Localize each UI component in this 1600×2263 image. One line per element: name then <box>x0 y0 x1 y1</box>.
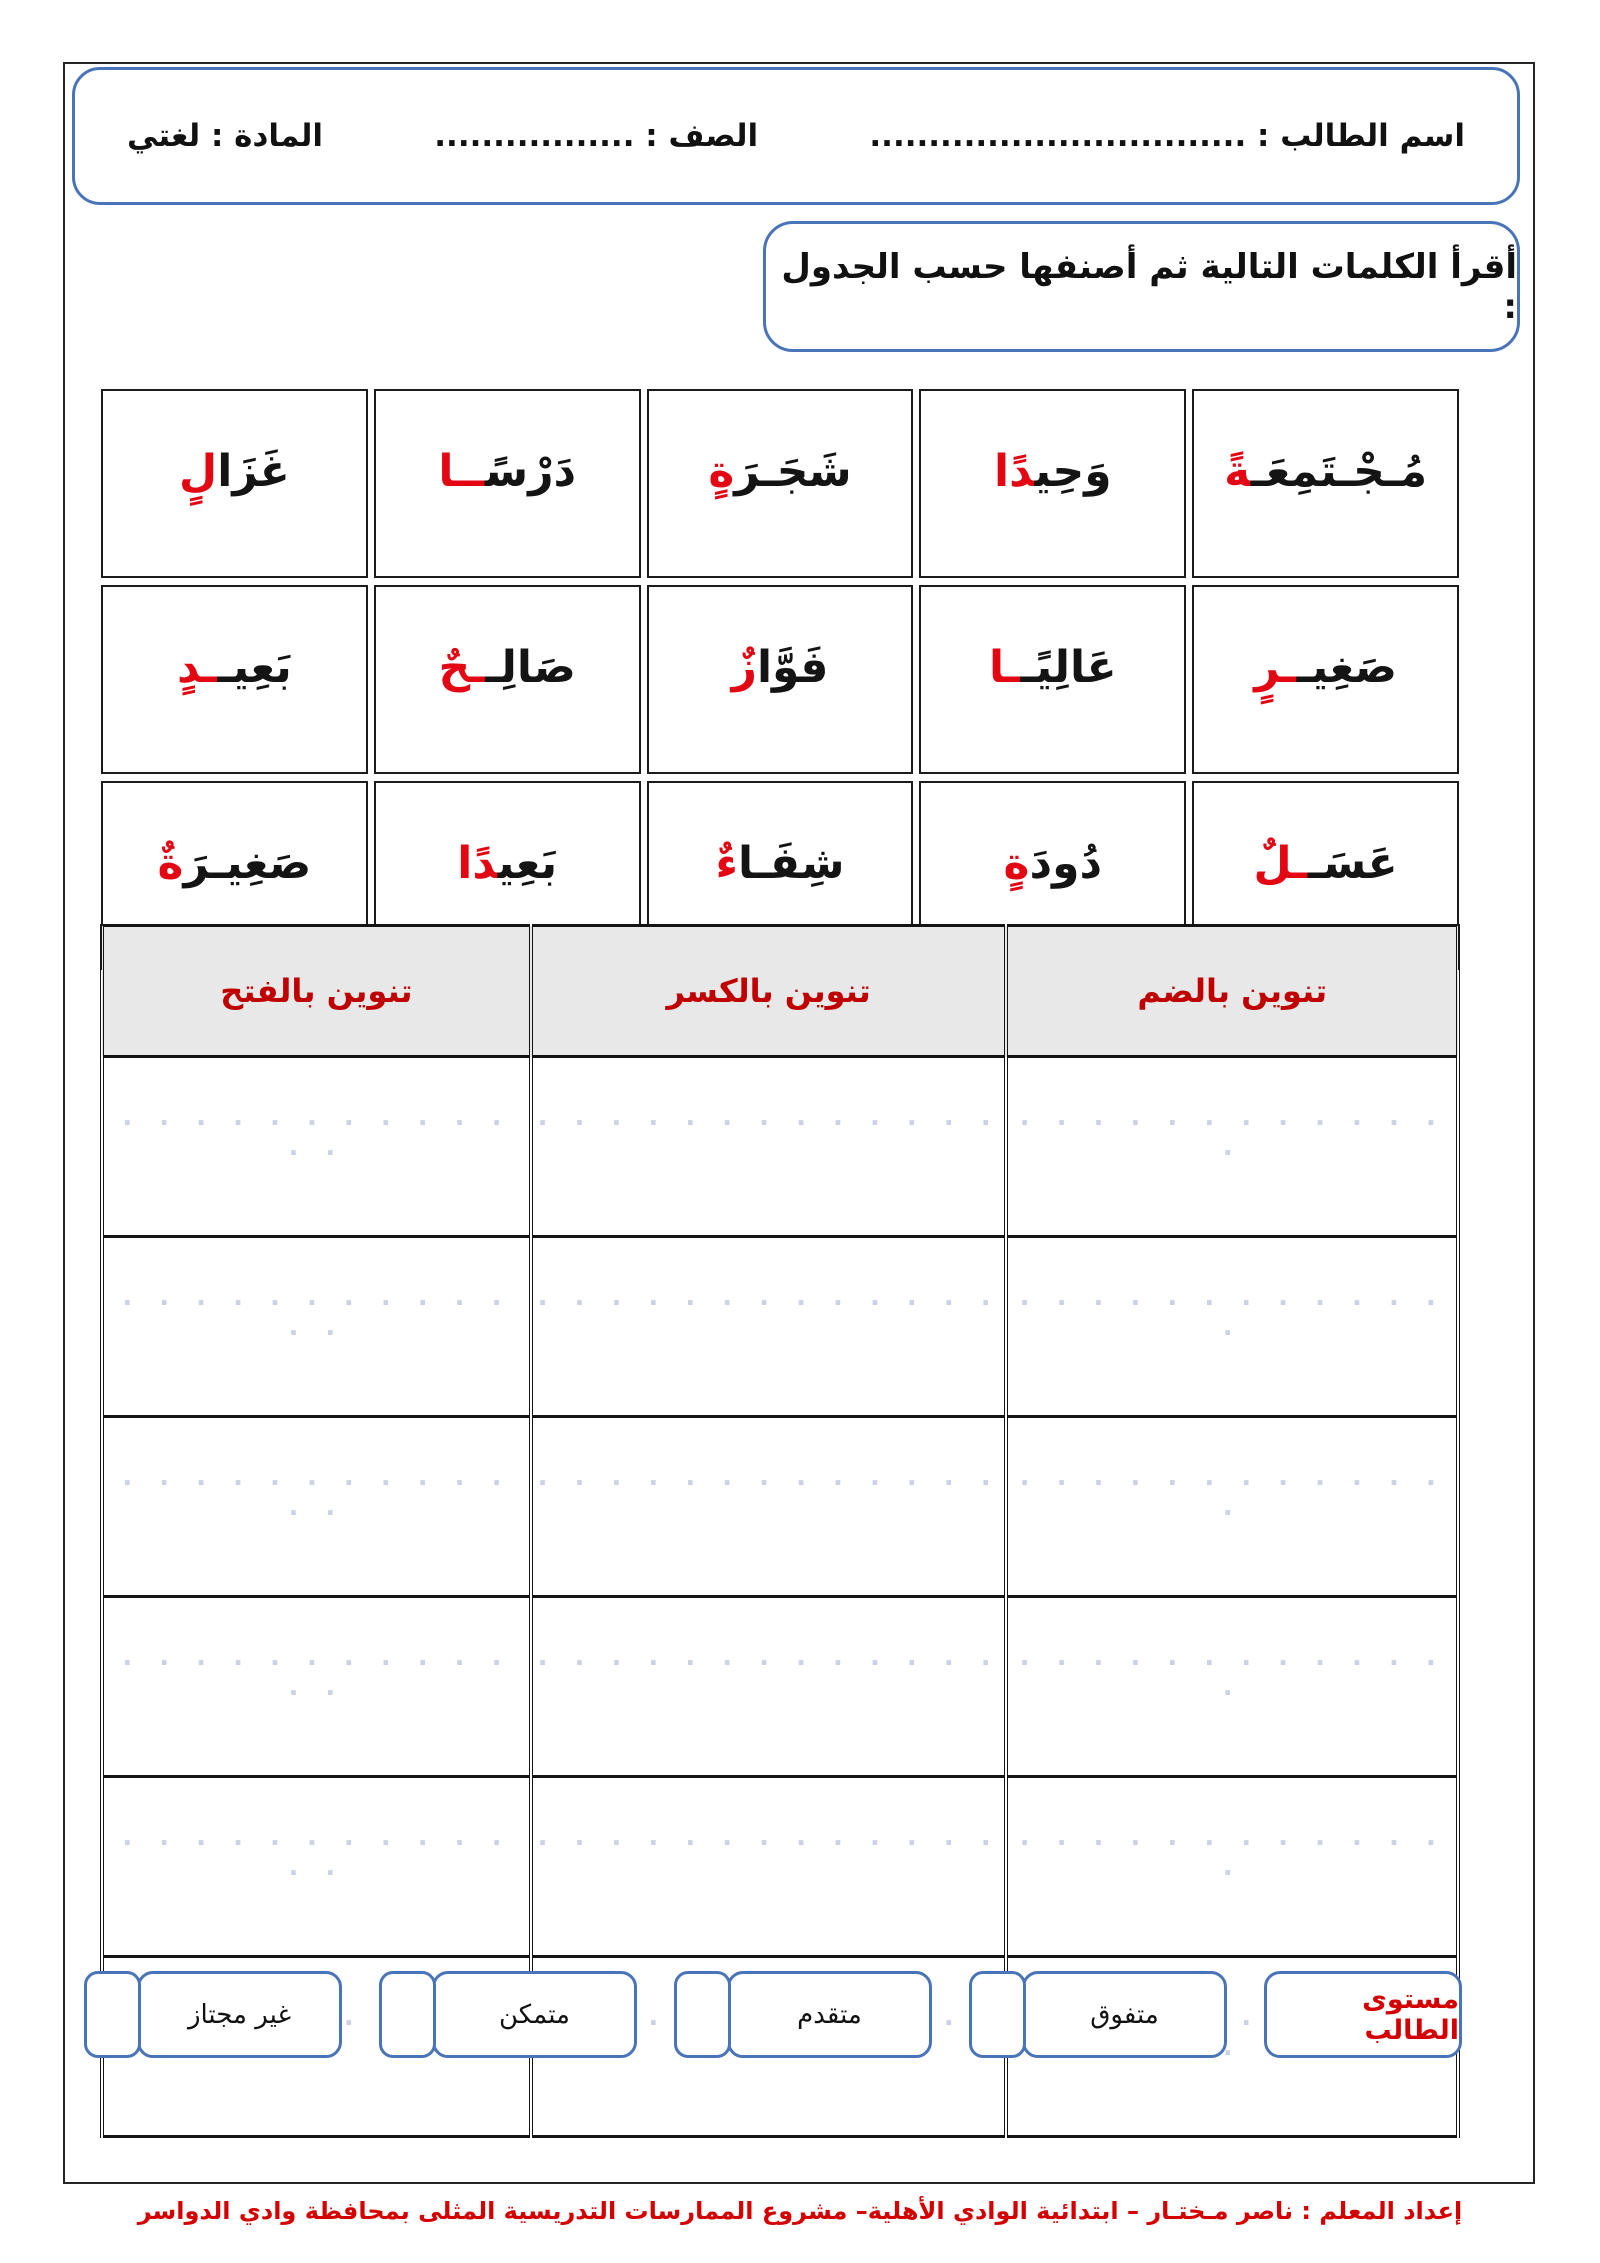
level-checkbox-ghayr-mujtaz[interactable] <box>84 1971 141 2058</box>
word-black: بَعِي <box>497 837 558 889</box>
word-red: ـرٍ <box>1254 641 1297 693</box>
column-header-tanween-damm: تنوين بالضم <box>1004 924 1460 1058</box>
word-cell: صَالِــحٌ <box>373 585 641 774</box>
answer-row: . . . . . . . . . . . . . . . . . . . . … <box>100 1235 1460 1418</box>
word-red: زٌ <box>731 641 757 693</box>
level-checkbox-mutaqaddim[interactable] <box>674 1971 731 2058</box>
word-red: دًا <box>457 837 498 889</box>
word-red: ـلٌ <box>1253 837 1308 889</box>
word-red: ًــا <box>438 445 485 497</box>
word-red: دًا <box>994 445 1035 497</box>
answer-cell[interactable]: . . . . . . . . . . . . . <box>1004 1415 1460 1598</box>
level-option-mutamakkin: متمكن <box>432 1971 637 2058</box>
word-black: صَالِـ <box>485 641 576 693</box>
word-black: عَالِيًـ <box>1020 641 1117 693</box>
answer-cell[interactable]: . . . . . . . . . . . . . <box>528 1775 1009 1958</box>
words-table: مُـجْـتَمِعَـةً وَحِيدًا شَجَـرَةٍ دَرْس… <box>95 382 1465 977</box>
subject-label: المادة : لغتي <box>127 118 324 154</box>
word-black: صَغِيـرَ <box>183 837 312 889</box>
word-red: لٍ <box>179 445 218 497</box>
words-row-2: صَغِيــرٍ عَالِيًــا فَوَّازٌ صَالِــحٌ … <box>101 585 1459 774</box>
answer-cell[interactable]: . . . . . . . . . . . . . <box>100 1775 533 1958</box>
level-option-unit: متمكن <box>379 1971 637 2058</box>
column-header-tanween-fath: تنوين بالفتح <box>100 924 533 1058</box>
answer-row: . . . . . . . . . . . . . . . . . . . . … <box>100 1595 1460 1778</box>
word-red: ةٌ <box>157 837 184 889</box>
footer-credit: إعداد المعلم : ناصر مـختـار – ابتدائية ا… <box>137 2197 1463 2225</box>
words-row-1: مُـجْـتَمِعَـةً وَحِيدًا شَجَـرَةٍ دَرْس… <box>101 389 1459 578</box>
answer-cell[interactable]: . . . . . . . . . . . . . <box>528 1415 1009 1598</box>
word-red: ـدٍ <box>176 641 218 693</box>
answer-row: . . . . . . . . . . . . . . . . . . . . … <box>100 1775 1460 1958</box>
answer-cell[interactable]: . . . . . . . . . . . . . <box>100 1055 533 1238</box>
word-cell: وَحِيدًا <box>919 389 1187 578</box>
answer-cell[interactable]: . . . . . . . . . . . . . <box>1004 1235 1460 1418</box>
answer-cell[interactable]: . . . . . . . . . . . . . <box>1004 1775 1460 1958</box>
word-black: صَغِيـ <box>1296 641 1397 693</box>
word-black: دُودَ <box>1029 837 1103 889</box>
answer-row: . . . . . . . . . . . . . . . . . . . . … <box>100 1055 1460 1238</box>
word-black: شِفَـا <box>738 837 845 889</box>
student-level-title-box: مستوى الطالب <box>1264 1971 1462 2058</box>
answer-cell[interactable]: . . . . . . . . . . . . . <box>100 1415 533 1598</box>
answer-cell[interactable]: . . . . . . . . . . . . . <box>528 1055 1009 1238</box>
answer-cell[interactable]: . . . . . . . . . . . . . <box>1004 1055 1460 1238</box>
instruction-text: أقرأ الكلمات التالية ثم أصنفها حسب الجدو… <box>781 246 1517 327</box>
level-option-unit: غير مجتاز <box>84 1971 342 2058</box>
level-option-mutafawwiq: متفوق <box>1022 1971 1227 2058</box>
level-checkbox-mutamakkin[interactable] <box>379 1971 436 2058</box>
level-checkbox-mutafawwiq[interactable] <box>969 1971 1026 2058</box>
word-red: ـا <box>988 641 1021 693</box>
word-black: وَحِي <box>1034 445 1112 497</box>
answer-cell[interactable]: . . . . . . . . . . . . . <box>100 1235 533 1418</box>
level-option-unit: متفوق <box>969 1971 1227 2058</box>
word-red: ةٍ <box>708 445 735 497</box>
answer-cell[interactable]: . . . . . . . . . . . . . <box>1004 1595 1460 1778</box>
word-cell: صَغِيــرٍ <box>1192 585 1459 774</box>
word-red: ةً <box>1224 445 1251 497</box>
word-cell: غَزَالٍ <box>101 389 368 578</box>
answer-cell[interactable]: . . . . . . . . . . . . . <box>100 1595 533 1778</box>
word-black: غَزَا <box>217 445 290 497</box>
answer-cell[interactable]: . . . . . . . . . . . . . <box>528 1235 1009 1418</box>
instruction-box: أقرأ الكلمات التالية ثم أصنفها حسب الجدو… <box>763 221 1520 352</box>
word-red: ةٍ <box>1003 837 1030 889</box>
word-red: ءٌ <box>715 837 739 889</box>
classification-header-row: تنوين بالضم تنوين بالكسر تنوين بالفتح <box>100 924 1460 1058</box>
word-black: فَوَّا <box>756 641 829 693</box>
answer-cell[interactable]: . . . . . . . . . . . . . <box>528 1595 1009 1778</box>
column-header-tanween-kasr: تنوين بالكسر <box>528 924 1009 1058</box>
level-option-ghayr-mujtaz: غير مجتاز <box>137 1971 342 2058</box>
word-cell: شَجَـرَةٍ <box>646 389 914 578</box>
page-border <box>63 62 1535 2184</box>
word-black: دَرْس <box>484 445 577 497</box>
class-label: الصف : ................. <box>434 118 759 154</box>
word-black: مُـجْـتَمِعَـ <box>1250 445 1428 497</box>
level-option-unit: متقدم <box>674 1971 932 2058</box>
word-cell: بَعِيــدٍ <box>101 585 368 774</box>
word-cell: عَالِيًــا <box>919 585 1187 774</box>
word-black: شَجَـرَ <box>734 445 852 497</box>
word-cell: فَوَّازٌ <box>646 585 914 774</box>
levels-bar: مستوى الطالب متفوق متقدم متمكن غير مجتاز <box>84 1971 1462 2058</box>
student-name-label: اسم الطالب : ...........................… <box>869 118 1465 154</box>
answer-row: . . . . . . . . . . . . . . . . . . . . … <box>100 1415 1460 1598</box>
word-cell: دَرْسًــا <box>373 389 641 578</box>
level-option-mutaqaddim: متقدم <box>727 1971 932 2058</box>
header-box: اسم الطالب : ...........................… <box>72 67 1520 205</box>
classification-table: تنوين بالضم تنوين بالكسر تنوين بالفتح . … <box>100 924 1460 2138</box>
word-black: بَعِيـ <box>217 641 292 693</box>
word-red: ـحٌ <box>438 641 486 693</box>
word-black: عَسَـ <box>1307 837 1398 889</box>
word-cell: مُـجْـتَمِعَـةً <box>1192 389 1459 578</box>
